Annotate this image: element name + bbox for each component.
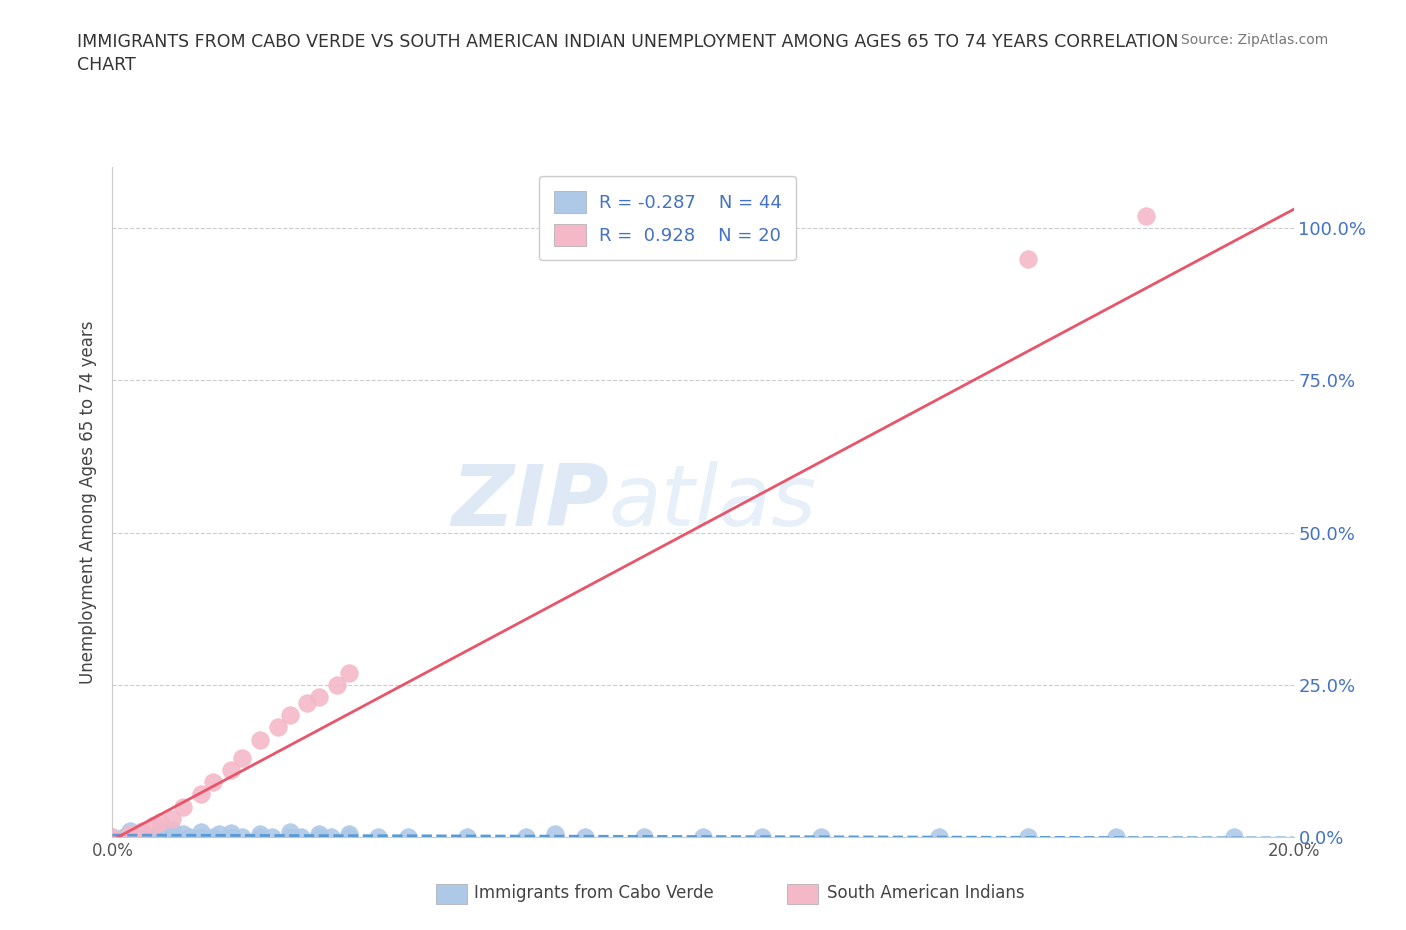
Point [101, 830, 124, 844]
Point [337, 830, 360, 844]
Point [297, 696, 319, 711]
Point [260, 830, 283, 844]
Point [179, 830, 201, 844]
Point [249, 830, 271, 844]
Point [308, 830, 330, 844]
Point [172, 827, 194, 842]
Point [131, 827, 153, 842]
Point [692, 830, 714, 844]
Point [131, 830, 153, 844]
Point [1223, 830, 1246, 844]
Point [337, 665, 360, 680]
Point [544, 827, 567, 842]
Text: ZIP: ZIP [451, 460, 609, 544]
Point [172, 799, 194, 814]
Text: CHART: CHART [77, 56, 136, 73]
Point [201, 830, 224, 844]
Point [219, 763, 242, 777]
Point [120, 823, 142, 838]
Point [201, 775, 224, 790]
Point [290, 830, 312, 844]
Point [367, 830, 389, 844]
Legend: R = -0.287    N = 44, R =  0.928    N = 20: R = -0.287 N = 44, R = 0.928 N = 20 [538, 177, 796, 260]
Point [160, 822, 183, 837]
Point [278, 830, 301, 844]
Point [142, 830, 165, 844]
Point [308, 827, 330, 842]
Text: Source: ZipAtlas.com: Source: ZipAtlas.com [1181, 33, 1329, 46]
Point [219, 825, 242, 840]
Point [149, 823, 172, 838]
Text: atlas: atlas [609, 460, 817, 544]
Point [160, 830, 183, 844]
Point [208, 827, 231, 842]
Point [1017, 251, 1039, 266]
Point [1135, 208, 1157, 223]
Point [120, 827, 142, 842]
Y-axis label: Unemployment Among Ages 65 to 74 years: Unemployment Among Ages 65 to 74 years [79, 321, 97, 684]
Point [1017, 830, 1039, 844]
Point [160, 811, 183, 826]
Point [308, 689, 330, 704]
Point [160, 830, 183, 844]
Point [112, 830, 135, 844]
Point [456, 830, 478, 844]
Point [751, 830, 773, 844]
Point [231, 751, 253, 765]
Point [131, 823, 153, 838]
Text: IMMIGRANTS FROM CABO VERDE VS SOUTH AMERICAN INDIAN UNEMPLOYMENT AMONG AGES 65 T: IMMIGRANTS FROM CABO VERDE VS SOUTH AMER… [77, 33, 1178, 50]
Point [928, 830, 950, 844]
Point [231, 830, 253, 844]
Text: Immigrants from Cabo Verde: Immigrants from Cabo Verde [474, 884, 714, 902]
Point [574, 830, 596, 844]
Point [249, 827, 271, 842]
Point [278, 825, 301, 840]
Point [326, 677, 349, 692]
Point [101, 830, 124, 844]
Point [219, 830, 242, 844]
Point [633, 830, 655, 844]
Point [278, 708, 301, 723]
Point [515, 830, 537, 844]
Point [249, 732, 271, 747]
Point [396, 830, 419, 844]
Point [337, 827, 360, 842]
Point [142, 817, 165, 832]
Point [190, 787, 212, 802]
Point [190, 830, 212, 844]
Point [190, 825, 212, 840]
Point [319, 830, 342, 844]
Point [149, 815, 172, 830]
Point [267, 720, 290, 735]
Text: South American Indians: South American Indians [827, 884, 1025, 902]
Point [1105, 830, 1128, 844]
Point [810, 830, 832, 844]
